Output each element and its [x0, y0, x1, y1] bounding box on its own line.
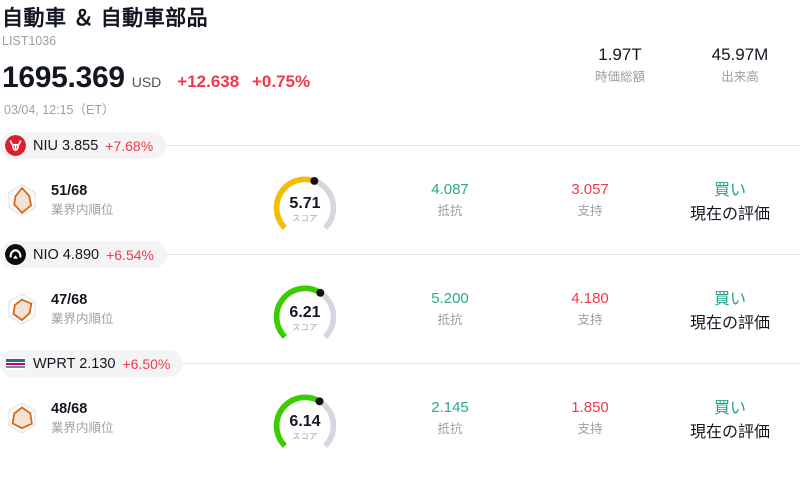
symbol-list: NIU 3.855 +7.68% 51/68 業界内順位 5.71 スコア 4.087 抵抗 3… [0, 132, 800, 459]
metric-rating[interactable]: 買い 現在の評価 [660, 176, 800, 224]
symbol-section: NIU 3.855 +7.68% 51/68 業界内順位 5.71 スコア 4.087 抵抗 3… [0, 132, 800, 241]
metric-industry-rank[interactable]: 48/68 業界内順位 [0, 400, 230, 437]
resistance-value: 4.087 [431, 181, 469, 198]
support-label: 支持 [577, 313, 603, 327]
symbol-ticker-price: NIO 4.890 [33, 246, 100, 263]
symbol-header[interactable]: NIO 4.890 +6.54% [0, 241, 800, 268]
industry-rank-label: 業界内順位 [51, 311, 114, 326]
symbol-divider [0, 145, 800, 146]
nio-logo-icon [5, 244, 26, 265]
symbol-change-percent: +6.50% [122, 355, 171, 372]
metric-score[interactable]: 5.71 スコア [230, 169, 380, 231]
radar-hexagon-icon [8, 293, 36, 325]
stat-volume-value: 45.97M [711, 45, 769, 64]
score-value: 5.71 [289, 195, 321, 212]
score-label: スコア [292, 432, 318, 441]
symbol-divider [0, 254, 800, 255]
index-timestamp: 03/04, 12:15（ET） [4, 103, 115, 117]
resistance-label: 抵抗 [437, 422, 463, 436]
page-title: 自動車 ＆ 自動車部品 [2, 7, 209, 30]
resistance-value: 2.145 [431, 399, 469, 416]
list-id: LIST1036 [2, 34, 57, 48]
rating-label: 現在の評価 [689, 206, 770, 223]
metric-industry-rank[interactable]: 47/68 業界内順位 [0, 291, 230, 328]
symbol-ticker-price: NIU 3.855 [33, 137, 99, 154]
radar-hexagon-icon [8, 184, 36, 216]
rating-value: 買い [713, 182, 746, 199]
stat-market-cap-value: 1.97T [598, 45, 642, 64]
index-change-percent: +0.75% [251, 72, 311, 91]
stat-volume: 45.97M 出来高 [680, 44, 800, 86]
score-gauge-icon [273, 394, 337, 448]
industry-rank-value: 51/68 [51, 182, 88, 199]
symbol-ticker-price: WPRT 2.130 [33, 355, 116, 372]
metric-resistance: 2.145 抵抗 [380, 398, 520, 438]
metric-support: 1.850 支持 [520, 398, 660, 438]
rating-value: 買い [713, 291, 746, 308]
score-label: スコア [292, 214, 318, 223]
symbol-pill[interactable]: NIU 3.855 +7.68% [0, 132, 167, 159]
metric-rating[interactable]: 買い 現在の評価 [660, 285, 800, 333]
support-value: 4.180 [571, 290, 609, 307]
metric-score[interactable]: 6.14 スコア [230, 387, 380, 449]
score-value: 6.14 [289, 413, 321, 430]
support-label: 支持 [577, 422, 603, 436]
score-gauge-icon [273, 176, 337, 230]
metric-industry-rank[interactable]: 51/68 業界内順位 [0, 182, 230, 219]
resistance-label: 抵抗 [437, 204, 463, 218]
stat-market-cap: 1.97T 時価総額 [560, 44, 680, 86]
symbol-header[interactable]: NIU 3.855 +7.68% [0, 132, 800, 159]
support-value: 1.850 [571, 399, 609, 416]
industry-rank-label: 業界内順位 [51, 202, 114, 217]
niu-logo-icon [5, 135, 26, 156]
wprt-logo-icon [5, 357, 26, 370]
score-gauge-icon [273, 285, 337, 339]
niu-logo-icon [5, 135, 26, 156]
index-quote: 1695.369 USD +12.638 +0.75% [2, 62, 800, 94]
metric-support: 4.180 支持 [520, 289, 660, 329]
symbol-pill[interactable]: NIO 4.890 +6.54% [0, 241, 167, 268]
rating-label: 現在の評価 [689, 424, 770, 441]
score-label: スコア [292, 323, 318, 332]
resistance-label: 抵抗 [437, 313, 463, 327]
index-stats: 1.97T 時価総額 45.97M 出来高 [560, 44, 800, 86]
stat-volume-label: 出来高 [721, 70, 759, 84]
symbol-metrics: 51/68 業界内順位 5.71 スコア 4.087 抵抗 3.057 支持 買い現在の評価 [0, 159, 800, 241]
index-currency: USD [131, 74, 162, 90]
symbol-section: NIO 4.890 +6.54% 47/68 業界内順位 6.21 スコア 5.200 抵抗 4… [0, 241, 800, 350]
nio-logo-icon [5, 244, 26, 265]
metric-resistance: 5.200 抵抗 [380, 289, 520, 329]
industry-rank-value: 47/68 [51, 291, 88, 308]
symbol-change-percent: +7.68% [105, 137, 154, 154]
metric-rating[interactable]: 買い 現在の評価 [660, 394, 800, 442]
industry-rank-label: 業界内順位 [51, 420, 114, 435]
rating-value: 買い [713, 400, 746, 417]
metric-resistance: 4.087 抵抗 [380, 180, 520, 220]
metric-support: 3.057 支持 [520, 180, 660, 220]
industry-rank-value: 48/68 [51, 400, 88, 417]
page-header: 自動車 ＆ 自動車部品 LIST1036 1695.369 USD +12.63… [0, 0, 800, 118]
rating-label: 現在の評価 [689, 315, 770, 332]
support-value: 3.057 [571, 181, 609, 198]
index-price: 1695.369 [2, 61, 125, 94]
symbol-change-percent: +6.54% [106, 246, 154, 263]
stat-market-cap-label: 時価総額 [594, 70, 645, 84]
symbol-divider [0, 363, 800, 364]
symbol-metrics: 48/68 業界内順位 6.14 スコア 2.145 抵抗 1.850 支持 買い現在の評価 [0, 377, 800, 459]
radar-hexagon-icon [8, 402, 36, 434]
metric-score[interactable]: 6.21 スコア [230, 278, 380, 340]
index-change: +12.638 +0.75% [177, 72, 310, 92]
wprt-logo-icon [5, 353, 26, 374]
score-value: 6.21 [289, 304, 321, 321]
symbol-header[interactable]: WPRT 2.130 +6.50% [0, 350, 800, 377]
index-change-absolute: +12.638 [177, 72, 240, 91]
resistance-value: 5.200 [431, 290, 469, 307]
symbol-metrics: 47/68 業界内順位 6.21 スコア 5.200 抵抗 4.180 支持 買い現在の評価 [0, 268, 800, 350]
support-label: 支持 [577, 204, 603, 218]
symbol-pill[interactable]: WPRT 2.130 +6.50% [0, 350, 184, 377]
symbol-section: WPRT 2.130 +6.50% 48/68 業界内順位 6.14 スコア 2.145 抵抗… [0, 350, 800, 459]
